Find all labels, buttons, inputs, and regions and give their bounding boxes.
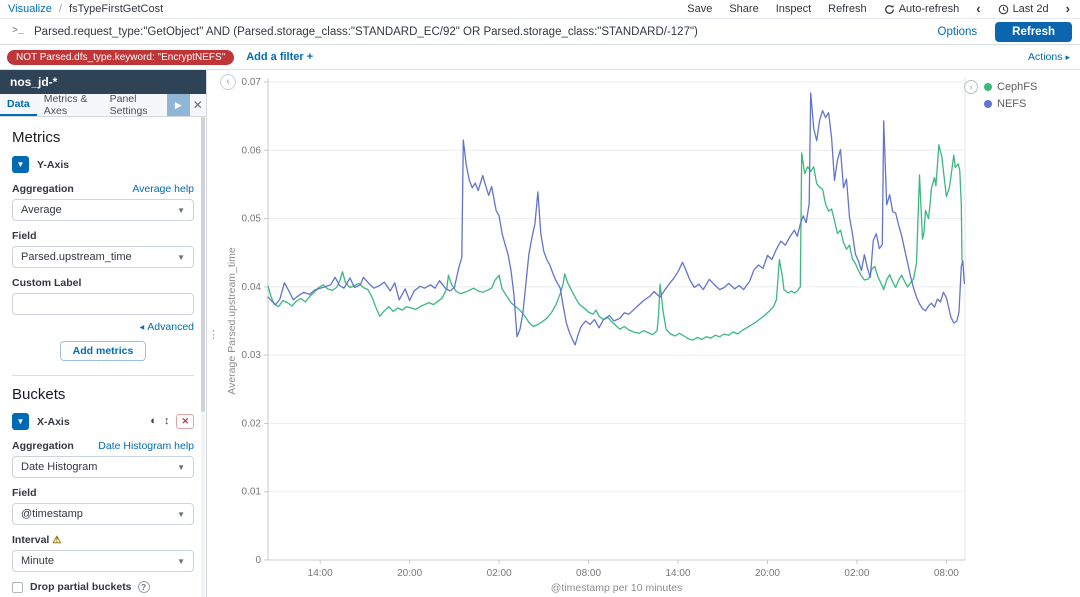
- chevron-down-icon: ▼: [177, 509, 185, 519]
- svg-text:14:00: 14:00: [308, 568, 333, 579]
- legend-toggle-icon[interactable]: ›: [964, 80, 978, 94]
- add-metrics-button[interactable]: Add metrics: [59, 341, 147, 361]
- svg-text:0.02: 0.02: [242, 418, 262, 429]
- share-button[interactable]: Share: [729, 3, 759, 15]
- x-axis-label: X-Axis: [37, 415, 70, 428]
- clock-icon: [998, 4, 1008, 14]
- bucket-aggregation-select[interactable]: Date Histogram ▼: [12, 456, 194, 478]
- refresh-nav-button[interactable]: Refresh: [828, 3, 867, 15]
- auto-refresh-icon: [884, 4, 894, 14]
- disable-bucket-icon[interactable]: ◐: [150, 415, 157, 427]
- svg-text:0.03: 0.03: [242, 350, 262, 361]
- chevron-down-icon: ▼: [177, 205, 185, 215]
- page-title: fsTypeFirstGetCost: [69, 3, 164, 15]
- y-axis-label: Y-Axis: [37, 158, 70, 171]
- sidebar-scrollbar-thumb[interactable]: [201, 117, 205, 412]
- query-input[interactable]: Parsed.request_type:"GetObject" AND (Par…: [34, 25, 698, 38]
- buckets-heading: Buckets: [12, 386, 66, 403]
- metrics-heading: Metrics: [12, 129, 61, 146]
- field-select[interactable]: Parsed.upstream_time ▼: [12, 246, 194, 268]
- chevron-down-icon: ▼: [177, 462, 185, 472]
- field-label: Field: [12, 487, 37, 499]
- panel-resize-handle[interactable]: ⋮: [207, 70, 219, 597]
- svg-text:08:00: 08:00: [576, 568, 601, 579]
- time-forward-button[interactable]: ›: [1065, 1, 1070, 16]
- interval-label: Interval ⚠: [12, 534, 62, 546]
- svg-text:0.06: 0.06: [242, 145, 262, 156]
- svg-text:Average Parsed.upstream_time: Average Parsed.upstream_time: [226, 247, 238, 395]
- custom-label-input[interactable]: [12, 293, 194, 315]
- save-button[interactable]: Save: [687, 3, 713, 15]
- help-icon[interactable]: ?: [137, 581, 150, 593]
- aggregation-label: Aggregation: [12, 183, 74, 195]
- x-axis-collapse-button[interactable]: ▼: [12, 413, 29, 430]
- breadcrumb-visualize-link[interactable]: Visualize: [8, 3, 52, 15]
- breadcrumb-separator: /: [58, 3, 62, 15]
- svg-text:0: 0: [255, 555, 261, 566]
- y-axis-collapse-button[interactable]: ▼: [12, 156, 29, 173]
- reorder-bucket-icon[interactable]: ↕: [163, 415, 170, 427]
- drop-partial-buckets-label: Drop partial buckets: [30, 581, 132, 593]
- time-back-button[interactable]: ‹: [976, 1, 981, 16]
- add-filter-link[interactable]: Add a filter +: [246, 51, 314, 63]
- inspect-button[interactable]: Inspect: [775, 3, 812, 15]
- svg-text:02:00: 02:00: [844, 568, 869, 579]
- filter-pill[interactable]: NOT Parsed.dfs_type.keyword: "EncryptNEF…: [7, 49, 235, 65]
- custom-label-label: Custom Label: [12, 277, 82, 289]
- query-refresh-button[interactable]: Refresh: [995, 21, 1072, 42]
- svg-text:20:00: 20:00: [397, 568, 422, 579]
- chevron-down-icon: ▼: [177, 252, 185, 262]
- svg-text:0.04: 0.04: [242, 282, 262, 293]
- collapse-editor-icon[interactable]: ‹: [220, 74, 236, 90]
- aggregation-label: Aggregation: [12, 440, 74, 452]
- visualization-panel: ‹ 0 0.01 0.02 0.03 0.04 0.05 0.06 0.07 14:00 20:0…: [218, 70, 1080, 597]
- date-histogram-help-link[interactable]: Date Histogram help: [98, 440, 194, 452]
- svg-text:20:00: 20:00: [755, 568, 780, 579]
- chart-legend: › CephFS NEFS: [964, 80, 1037, 114]
- delete-bucket-button[interactable]: ✕: [176, 414, 194, 429]
- auto-refresh-button[interactable]: Auto-refresh: [884, 3, 959, 15]
- editor-form: Metrics ▼ Y-Axis Aggregation Average hel…: [0, 117, 206, 597]
- cephfs-series-dot: [984, 83, 992, 91]
- filter-bar: NOT Parsed.dfs_type.keyword: "EncryptNEF…: [0, 45, 1080, 70]
- svg-text:08:00: 08:00: [934, 568, 959, 579]
- svg-text:0.01: 0.01: [242, 487, 262, 498]
- aggregation-select[interactable]: Average ▼: [12, 199, 194, 221]
- legend-item-cephfs[interactable]: CephFS: [984, 81, 1037, 93]
- breadcrumb: Visualize / fsTypeFirstGetCost: [8, 3, 163, 15]
- nefs-series-dot: [984, 100, 992, 108]
- tab-data[interactable]: Data: [0, 94, 37, 116]
- query-prompt-icon: >_: [12, 26, 25, 37]
- tab-metrics-axes[interactable]: Metrics & Axes: [43, 93, 88, 117]
- drag-handle-icon: ⋮: [208, 329, 219, 341]
- top-nav: Visualize / fsTypeFirstGetCost Save Shar…: [0, 0, 1080, 18]
- apply-changes-button[interactable]: ▶: [167, 94, 190, 116]
- tab-panel-settings[interactable]: Panel Settings: [109, 93, 148, 117]
- query-bar: >_ Parsed.request_type:"GetObject" AND (…: [0, 18, 1080, 45]
- filter-actions-link[interactable]: Actions: [1028, 51, 1070, 63]
- warning-icon: ⚠: [52, 535, 62, 546]
- chevron-down-icon: ▼: [177, 556, 185, 566]
- svg-text:@timestamp per 10 minutes: @timestamp per 10 minutes: [551, 582, 682, 594]
- svg-text:0.07: 0.07: [242, 77, 262, 88]
- discard-changes-icon[interactable]: ✕: [192, 98, 203, 112]
- svg-text:14:00: 14:00: [665, 568, 690, 579]
- index-pattern-header: nos_jd-*: [0, 70, 206, 94]
- query-options-link[interactable]: Options: [937, 25, 978, 38]
- field-label: Field: [12, 230, 37, 242]
- vis-editor-sidebar: nos_jd-* Data Metrics & Axes Panel Setti…: [0, 70, 207, 597]
- average-help-link[interactable]: Average help: [132, 183, 194, 195]
- time-range-picker[interactable]: Last 2d: [998, 3, 1049, 15]
- metrics-advanced-link[interactable]: Advanced: [12, 321, 194, 333]
- editor-tabs: Data Metrics & Axes Panel Settings ▶ ✕: [0, 93, 206, 117]
- drop-partial-buckets-checkbox[interactable]: [12, 581, 23, 593]
- line-chart[interactable]: 0 0.01 0.02 0.03 0.04 0.05 0.06 0.07 14:00 20:00 0…: [218, 70, 1080, 597]
- legend-item-nefs[interactable]: NEFS: [984, 98, 1026, 110]
- svg-text:0.05: 0.05: [242, 214, 262, 225]
- svg-text:02:00: 02:00: [487, 568, 512, 579]
- bucket-field-select[interactable]: @timestamp ▼: [12, 503, 194, 525]
- interval-select[interactable]: Minute ▼: [12, 550, 194, 572]
